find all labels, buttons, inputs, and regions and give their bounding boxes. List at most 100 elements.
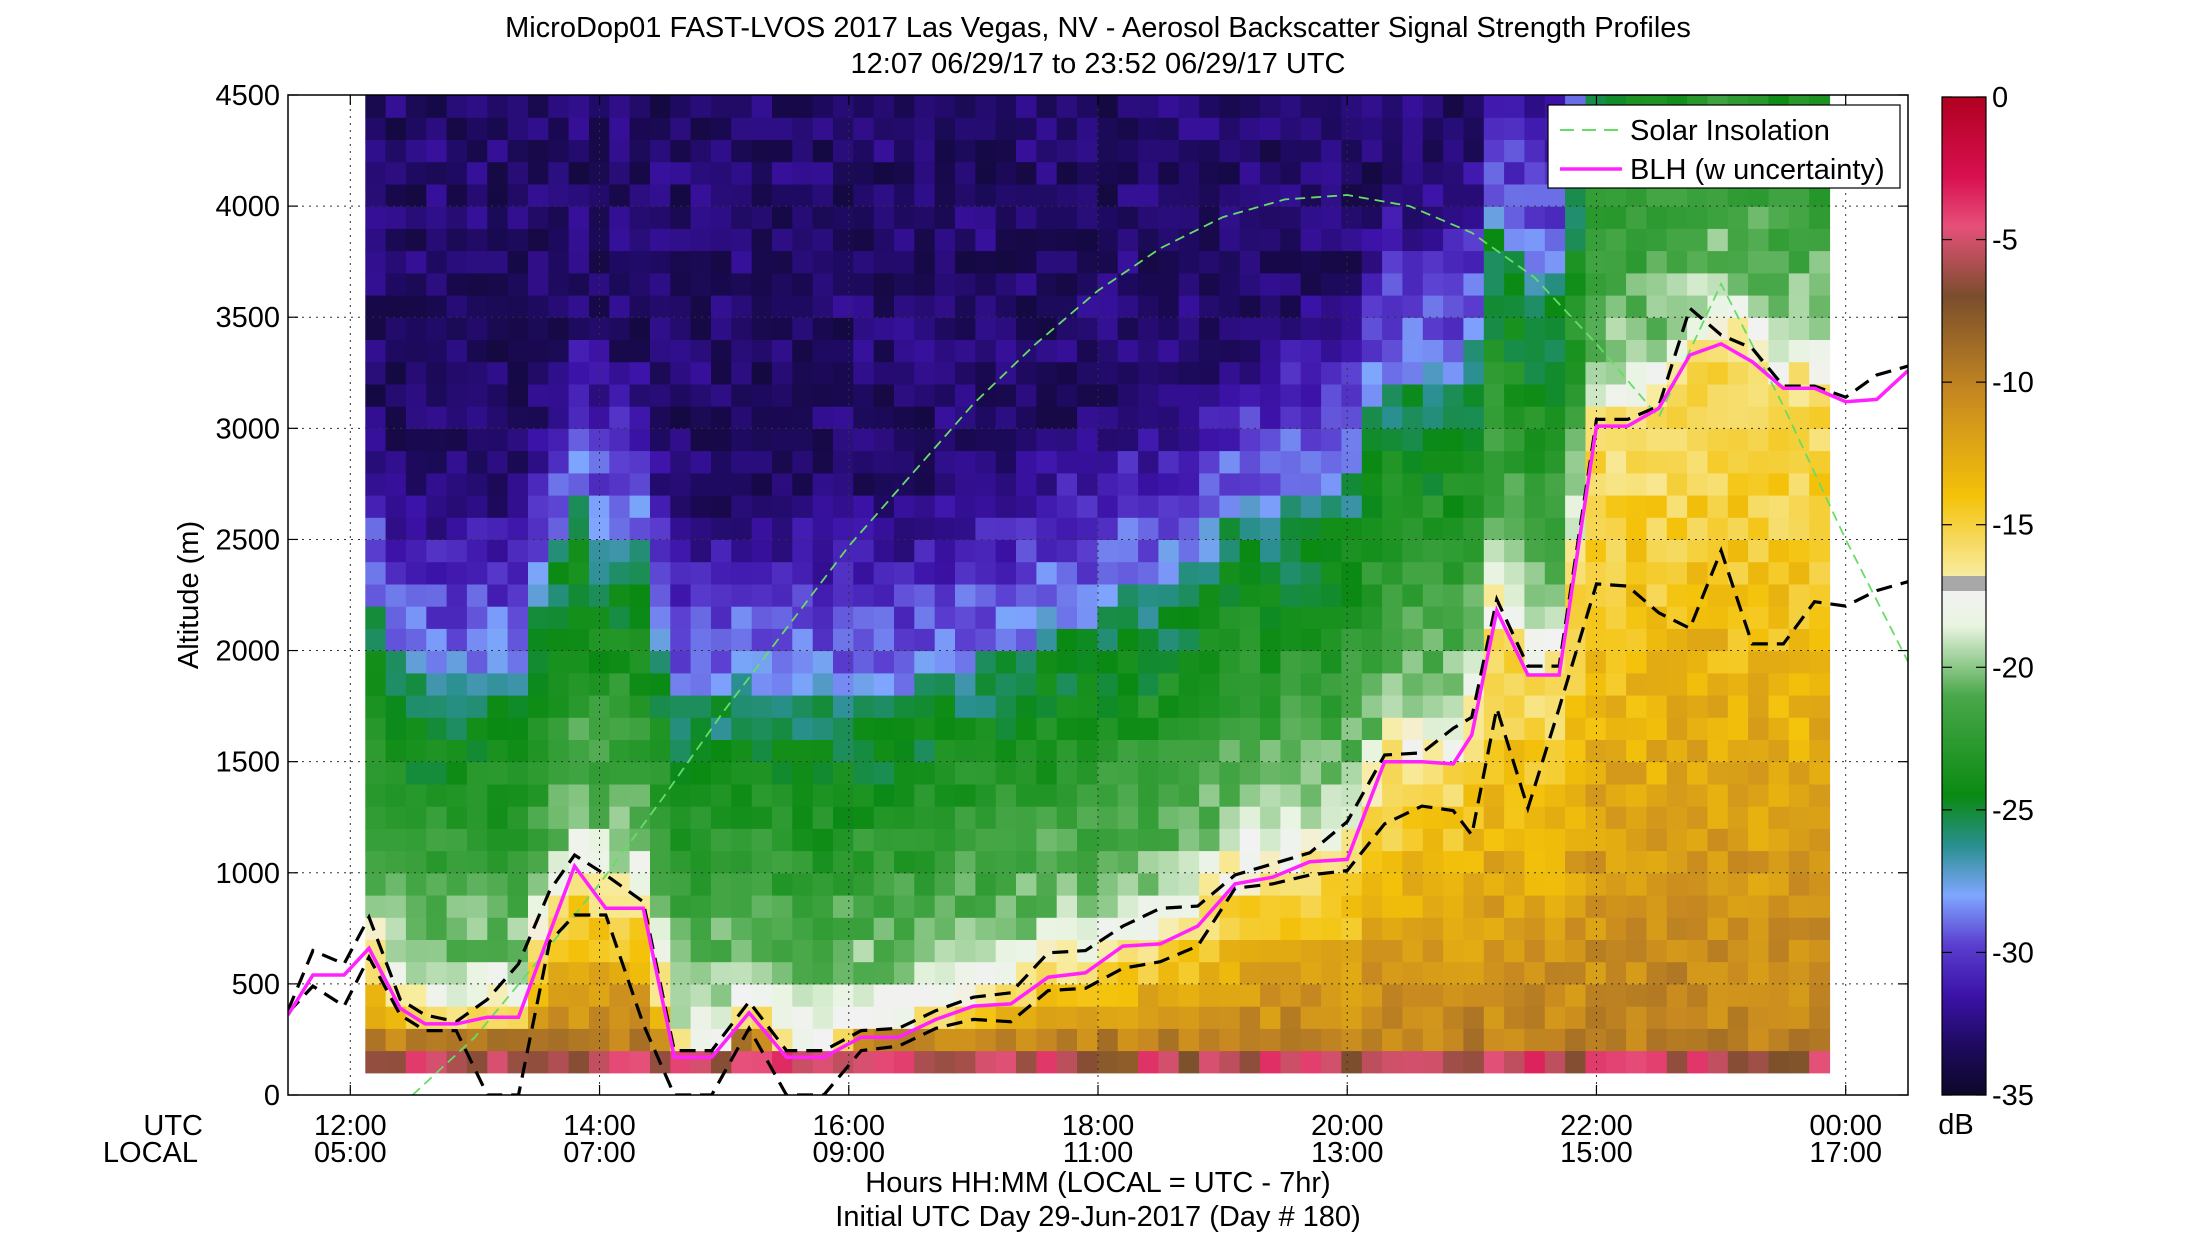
heatmap-cell: [1504, 339, 1525, 363]
heatmap-cell: [426, 406, 448, 429]
heatmap-cell: [1219, 339, 1241, 363]
heatmap-cell: [1280, 961, 1302, 985]
heatmap-cell: [1707, 1006, 1729, 1029]
heatmap-cell: [1361, 1006, 1383, 1029]
heatmap-cell: [1748, 383, 1769, 407]
heatmap-cell: [1504, 228, 1525, 252]
heatmap-cell: [1158, 472, 1180, 496]
heatmap-cell: [711, 472, 732, 496]
heatmap-cell: [1727, 517, 1749, 540]
heatmap-cell: [1524, 139, 1546, 163]
heatmap-cell: [812, 850, 834, 874]
heatmap-cell: [1077, 606, 1098, 629]
heatmap-cell: [1036, 672, 1058, 696]
heatmap-cell: [670, 606, 692, 629]
heatmap-cell: [1504, 272, 1525, 296]
heatmap-cell: [1748, 228, 1769, 252]
heatmap-cell: [1280, 183, 1302, 207]
heatmap-cell: [1178, 739, 1200, 763]
heatmap-cell: [711, 983, 732, 1007]
heatmap-cell: [466, 961, 488, 985]
heatmap-cell: [609, 628, 631, 652]
heatmap-cell: [1422, 139, 1444, 163]
heatmap-cell: [1016, 917, 1037, 940]
heatmap-cell: [1117, 183, 1139, 207]
heatmap-cell: [1422, 206, 1444, 229]
heatmap-cell: [650, 139, 671, 163]
heatmap-cell: [426, 228, 448, 252]
heatmap-cell: [1524, 495, 1546, 518]
heatmap-cell: [812, 539, 834, 563]
heatmap-cell: [1626, 961, 1647, 985]
heatmap-cell: [833, 139, 854, 163]
heatmap-cell: [1809, 717, 1831, 740]
heatmap-cell: [1260, 250, 1281, 274]
heatmap-cell: [1016, 317, 1037, 340]
heatmap-cell: [1748, 450, 1769, 474]
heatmap-cell: [548, 161, 570, 185]
heatmap-cell: [629, 872, 651, 896]
heatmap-cell: [568, 606, 590, 629]
heatmap-cell: [1138, 161, 1159, 185]
heatmap-cell: [1260, 939, 1281, 963]
heatmap-cell: [405, 961, 427, 985]
heatmap-cell: [1097, 561, 1119, 585]
heatmap-cell: [1178, 495, 1200, 518]
heatmap-cell: [629, 161, 651, 185]
heatmap-cell: [1341, 895, 1363, 918]
heatmap-cell: [1585, 695, 1607, 718]
heatmap-cell: [1097, 1028, 1119, 1052]
heatmap-cell: [1321, 628, 1342, 652]
heatmap-cell: [609, 583, 631, 607]
heatmap-cell: [995, 317, 1017, 340]
heatmap-cell: [975, 583, 997, 607]
heatmap-cell: [629, 717, 651, 740]
heatmap-cell: [365, 317, 387, 340]
heatmap-cell: [853, 161, 875, 185]
heatmap-cell: [873, 606, 895, 629]
heatmap-cell: [629, 406, 651, 429]
heatmap-cell: [1565, 317, 1586, 340]
heatmap-cell: [853, 872, 875, 896]
heatmap-cell: [1097, 317, 1119, 340]
heatmap-cell: [1524, 317, 1546, 340]
heatmap-cell: [1239, 295, 1261, 318]
heatmap-cell: [365, 250, 387, 274]
heatmap-cell: [1768, 561, 1790, 585]
heatmap-cell: [792, 1050, 814, 1074]
heatmap-cell: [1016, 161, 1037, 185]
heatmap-cell: [1707, 472, 1729, 496]
heatmap-cell: [426, 739, 448, 763]
heatmap-cell: [1097, 406, 1119, 429]
heatmap-cell: [772, 695, 793, 718]
heatmap-cell: [466, 495, 488, 518]
heatmap-cell: [1321, 806, 1342, 829]
heatmap-cell: [1646, 539, 1668, 563]
heatmap-cell: [385, 161, 407, 185]
heatmap-cell: [1809, 739, 1831, 763]
heatmap-cell: [385, 406, 407, 429]
heatmap-cell: [548, 939, 570, 963]
heatmap-cell: [1199, 672, 1220, 696]
heatmap-cell: [1158, 961, 1180, 985]
heatmap-cell: [1077, 383, 1098, 407]
heatmap-cell: [1382, 361, 1403, 385]
heatmap-cell: [1178, 428, 1200, 452]
heatmap-cell: [405, 1028, 427, 1052]
heatmap-cell: [1138, 1006, 1159, 1029]
heatmap-cell: [1158, 272, 1180, 296]
heatmap-cell: [1483, 561, 1505, 585]
heatmap-cell: [1321, 828, 1342, 852]
x-tick-label-local: 13:00: [1311, 1137, 1384, 1169]
heatmap-cell: [1382, 161, 1403, 185]
heatmap-cell: [670, 717, 692, 740]
heatmap-cell: [1483, 183, 1505, 207]
heatmap-cell: [405, 872, 427, 896]
heatmap-cell: [1524, 383, 1546, 407]
heatmap-cell: [1138, 1050, 1159, 1074]
colorbar: 0-5-10-15-20-25-30-35 dB: [1938, 82, 2034, 1141]
heatmap-cell: [548, 495, 570, 518]
heatmap-cell: [1585, 1050, 1607, 1074]
heatmap-cell: [629, 806, 651, 829]
heatmap-cell: [1300, 650, 1322, 674]
